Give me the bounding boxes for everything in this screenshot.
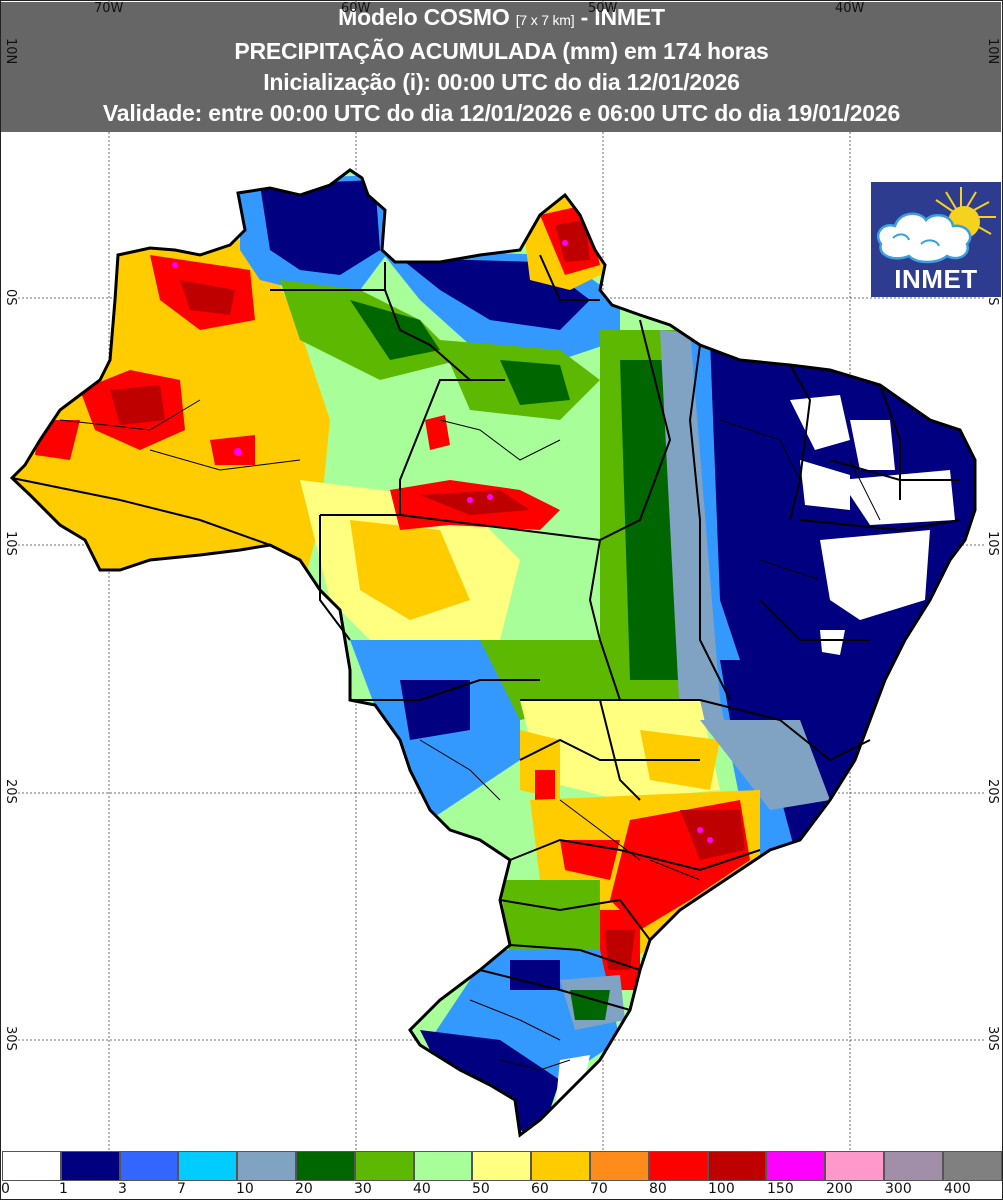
title-variable: PRECIPITAÇÃO ACUMULADA (mm) em 174 horas bbox=[234, 38, 769, 64]
legend-label: 30 bbox=[354, 1181, 372, 1197]
model-agency: - INMET bbox=[580, 4, 665, 30]
legend-label: 50 bbox=[472, 1181, 490, 1197]
legend-swatch-80 bbox=[648, 1151, 708, 1181]
legend-label: 0 bbox=[1, 1181, 10, 1197]
title-banner bbox=[1, 2, 1001, 132]
lon-label-50w: 50W bbox=[588, 1, 618, 16]
legend-swatch-50 bbox=[472, 1151, 532, 1181]
legend-swatch-1 bbox=[60, 1151, 120, 1181]
legend-swatch-60 bbox=[531, 1151, 590, 1181]
legend-label: 7 bbox=[177, 1181, 186, 1197]
legend-label: 300 bbox=[885, 1181, 912, 1197]
legend-label: 20 bbox=[295, 1181, 313, 1197]
lon-label-60w: 60W bbox=[341, 1, 371, 16]
legend-labels: 0 1 3 7 10 20 30 40 50 60 70 80 100 150 … bbox=[0, 1181, 1003, 1200]
legend-swatch-150 bbox=[766, 1151, 826, 1181]
legend-label: 200 bbox=[826, 1181, 853, 1197]
legend-label: 400 bbox=[944, 1181, 971, 1197]
legend-label: 150 bbox=[767, 1181, 794, 1197]
legend-swatch-20 bbox=[295, 1151, 355, 1181]
legend-swatch-400 bbox=[942, 1151, 1002, 1181]
title-line-1: Modelo COSMO [7 x 7 km] - INMET bbox=[0, 2, 1003, 36]
color-legend bbox=[2, 1151, 1002, 1183]
legend-swatch-7 bbox=[178, 1151, 238, 1181]
logo-text: INMET bbox=[894, 264, 978, 294]
cloud-sun-icon bbox=[876, 187, 996, 264]
legend-swatch-100 bbox=[707, 1151, 767, 1181]
legend-swatch-40 bbox=[413, 1151, 473, 1181]
legend-swatch-70 bbox=[589, 1151, 649, 1181]
legend-label: 10 bbox=[236, 1181, 254, 1197]
legend-swatch-30 bbox=[354, 1151, 414, 1181]
legend-swatch-200 bbox=[825, 1151, 884, 1181]
legend-swatch-3 bbox=[119, 1151, 179, 1181]
municipality-borders bbox=[59, 399, 881, 1071]
map-title: Modelo COSMO [7 x 7 km] - INMET PRECIPIT… bbox=[0, 2, 1003, 129]
legend-swatch-300 bbox=[883, 1151, 943, 1181]
lon-label-70w: 70W bbox=[94, 1, 124, 16]
legend-label: 100 bbox=[708, 1181, 735, 1197]
legend-swatch-0 bbox=[2, 1151, 61, 1181]
legend-label: 40 bbox=[413, 1181, 431, 1197]
inmet-logo: INMET bbox=[871, 182, 1001, 297]
title-initialization: Inicialização (i): 00:00 UTC do dia 12/0… bbox=[263, 69, 740, 95]
legend-label: 3 bbox=[118, 1181, 127, 1197]
model-resolution: [7 x 7 km] bbox=[515, 12, 575, 28]
title-validity: Validade: entre 00:00 UTC do dia 12/01/2… bbox=[102, 100, 901, 126]
legend-label: 80 bbox=[649, 1181, 667, 1197]
lon-label-40w: 40W bbox=[835, 1, 865, 16]
legend-label: 60 bbox=[531, 1181, 549, 1197]
legend-label: 70 bbox=[590, 1181, 608, 1197]
brazil-outline bbox=[9, 168, 977, 1138]
legend-label: 1 bbox=[59, 1181, 68, 1197]
model-name: Modelo COSMO bbox=[338, 4, 510, 30]
legend-swatch-10 bbox=[237, 1151, 296, 1181]
